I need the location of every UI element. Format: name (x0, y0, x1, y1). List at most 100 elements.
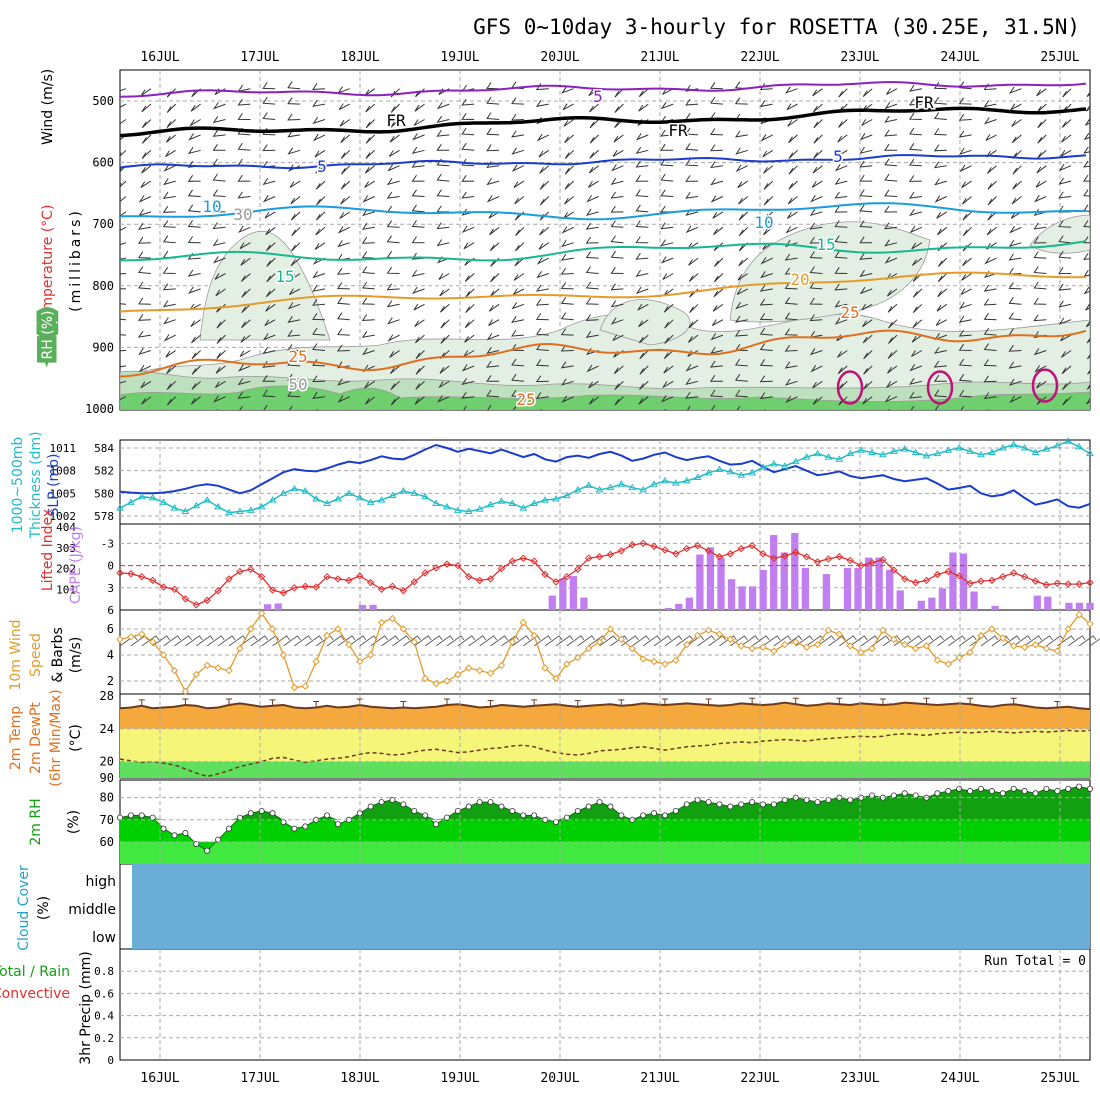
bottom-day-label: 20JUL (540, 1071, 579, 1086)
top-day-label: 25JUL (1040, 50, 1079, 65)
wind-barb (1083, 253, 1090, 261)
wind-barb (162, 206, 176, 213)
wind-barb (760, 134, 773, 142)
bottom-day-label: 23JUL (840, 1071, 879, 1086)
cape-tick: 404 (56, 521, 76, 534)
rh-point (988, 788, 995, 795)
wind-barb (538, 242, 550, 250)
temp-minmax-bar (618, 699, 625, 706)
wind10-point (268, 625, 277, 633)
thickness-point (421, 492, 430, 500)
ylabel-wind-unit: (m/s) (68, 637, 84, 674)
wind-barb (983, 375, 997, 383)
wind-barb (784, 378, 798, 386)
ylabel-cape: CAPE (J/kg) (68, 526, 84, 604)
wind-barb (912, 273, 923, 282)
wind-barb (788, 412, 798, 419)
wind-barb (312, 392, 326, 399)
wind-barb (958, 81, 972, 90)
wind-barb (1083, 132, 1090, 141)
wind10-point (693, 631, 702, 640)
li-point (748, 541, 756, 550)
thick-left-tick: 578 (94, 510, 114, 523)
upper-air-panel: 500 600 700 800 900 1000 5 FR FR FR 5 5 10 10 15 15 20 25… (85, 70, 1090, 419)
wind10-point (203, 661, 211, 670)
thickness-point (595, 485, 604, 493)
wind-barb (412, 133, 425, 141)
thickness-point (922, 451, 931, 459)
wind-barb (738, 242, 749, 252)
thickness-point (715, 465, 724, 473)
thickness-point (246, 506, 255, 513)
wind-barb (137, 236, 151, 244)
li-point (312, 583, 320, 591)
wind-barb (738, 257, 749, 267)
ylabel-cloud-unit: (%) (36, 896, 52, 920)
wind-barb (461, 378, 475, 386)
wind-barb (610, 235, 624, 244)
wind-barb (884, 115, 898, 123)
wind-barb (264, 211, 276, 219)
wind-barb (262, 178, 276, 186)
wind-barb (436, 173, 450, 182)
wind-barb (862, 319, 873, 328)
wind10-point (639, 655, 647, 663)
thickness-point (759, 463, 767, 470)
wind-barb (1012, 180, 1022, 190)
y-tick-label: 600 (92, 156, 114, 170)
thick-right-tick: 1008 (50, 465, 77, 478)
rh-point (247, 810, 254, 817)
cape-bar (1075, 602, 1084, 610)
wind-barb (785, 226, 798, 234)
wind-barb (539, 196, 550, 206)
wind-barb (436, 115, 450, 123)
wind-barb (983, 343, 997, 351)
wind-barb (688, 273, 699, 282)
wind-barb (759, 100, 773, 108)
cape-bar (358, 604, 367, 610)
wind-barb (834, 267, 848, 274)
wind-barb (638, 396, 649, 405)
wind-barb (786, 211, 798, 219)
wind-barb (338, 103, 351, 111)
thickness-point (1020, 444, 1029, 451)
ylabel-speed: Speed (28, 633, 44, 677)
wind-barb (120, 350, 127, 352)
wind-barb (908, 191, 922, 199)
wind-barb (120, 303, 127, 305)
wind10-point (1020, 643, 1029, 651)
wind-barb (936, 226, 948, 236)
wind10-barb (991, 635, 1010, 647)
wind-barb (511, 130, 524, 138)
wind10-point (1086, 620, 1094, 628)
wind-barb (1062, 88, 1072, 98)
li-point (366, 578, 375, 587)
wind-barb (414, 334, 425, 344)
wind-barb (735, 147, 748, 155)
wind-barb (911, 334, 923, 343)
wind-barb (162, 191, 176, 199)
wind-barb (660, 173, 674, 182)
wind-barb (237, 84, 251, 92)
li-point (541, 570, 549, 579)
wind-barb (1061, 134, 1072, 143)
wind10-point (290, 683, 299, 692)
wind10-point (377, 618, 386, 627)
li-point (443, 560, 451, 568)
wind-barb (734, 329, 748, 337)
wind10-barb (424, 635, 443, 647)
rh-point (585, 803, 592, 810)
rh-shading (729, 221, 931, 323)
wind-barb (958, 389, 972, 398)
thickness-point (628, 483, 637, 491)
thickness-point (650, 480, 658, 487)
cape-li-panel: -3 0 3 6 101 202 303 404 (56, 521, 1094, 617)
wind-barb (339, 211, 351, 219)
wind-barb (1060, 350, 1072, 358)
wind-barb (762, 149, 773, 158)
temp-minmax-bar (661, 698, 668, 706)
wind-barb (587, 180, 599, 188)
wind-barb (411, 269, 425, 277)
wind10-barb (566, 635, 585, 647)
wind-barb (837, 119, 848, 128)
